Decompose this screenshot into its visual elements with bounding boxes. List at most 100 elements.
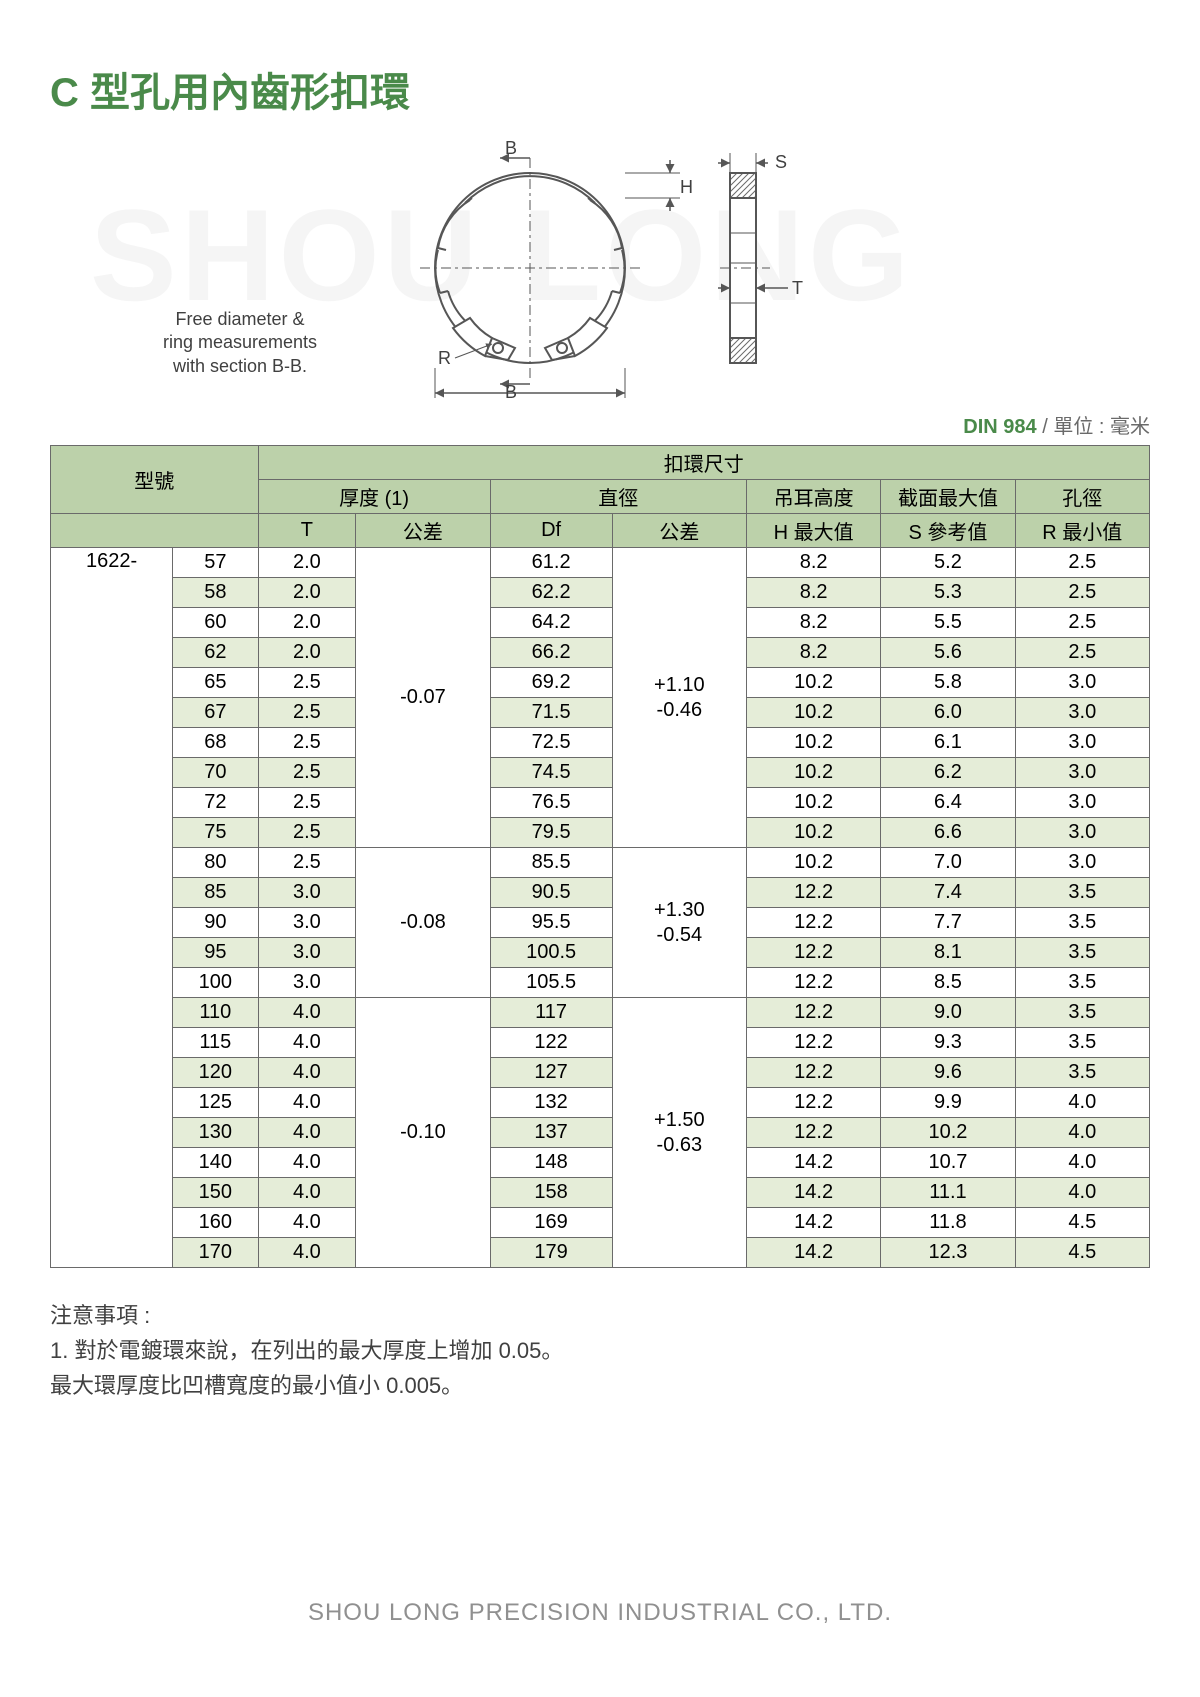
cell: 158: [490, 1178, 612, 1208]
cell: 64.2: [490, 608, 612, 638]
table-row: 1104.0-0.10117+1.50-0.6312.29.03.5: [51, 998, 1150, 1028]
cell: 132: [490, 1088, 612, 1118]
cell: 137: [490, 1118, 612, 1148]
lbl-S: S: [775, 152, 787, 172]
cell: 4.0: [1015, 1178, 1149, 1208]
cell: 4.0: [258, 1208, 356, 1238]
cell: 6.2: [881, 758, 1015, 788]
cell: 169: [490, 1208, 612, 1238]
cell: 8.2: [746, 578, 880, 608]
hdr-tol2: 公差: [612, 514, 746, 548]
cell: 3.5: [1015, 1028, 1149, 1058]
table-row: 652.569.210.25.83.0: [51, 668, 1150, 698]
cell: 3.5: [1015, 908, 1149, 938]
cell: 3.5: [1015, 938, 1149, 968]
caption-l2: ring measurements: [163, 332, 317, 352]
cell: 4.0: [258, 1178, 356, 1208]
cell: 90: [173, 908, 258, 938]
cell: 6.0: [881, 698, 1015, 728]
cell: +1.10-0.46: [612, 548, 746, 848]
cell: 8.5: [881, 968, 1015, 998]
table-row: 682.572.510.26.13.0: [51, 728, 1150, 758]
cell: 95: [173, 938, 258, 968]
cell: 9.0: [881, 998, 1015, 1028]
technical-diagram-area: Free diameter & ring measurements with s…: [50, 138, 1150, 398]
cell: 69.2: [490, 668, 612, 698]
table-row: 903.095.512.27.73.5: [51, 908, 1150, 938]
cell: 3.0: [258, 908, 356, 938]
hdr-R: R 最小值: [1015, 514, 1149, 548]
cell: 6.6: [881, 818, 1015, 848]
cell: 61.2: [490, 548, 612, 578]
cell: 4.0: [258, 1058, 356, 1088]
hdr-lugheight: 吊耳高度: [746, 480, 880, 514]
cell: 76.5: [490, 788, 612, 818]
cell: 12.2: [746, 878, 880, 908]
cell: 115: [173, 1028, 258, 1058]
cell: 6.4: [881, 788, 1015, 818]
cell: 4.0: [258, 998, 356, 1028]
cell: 14.2: [746, 1178, 880, 1208]
cell: 5.6: [881, 638, 1015, 668]
lbl-B-bot: B: [505, 382, 517, 398]
cell: 120: [173, 1058, 258, 1088]
cell: 2.5: [1015, 608, 1149, 638]
table-row: 702.574.510.26.23.0: [51, 758, 1150, 788]
page-title: C 型孔用內齒形扣環: [50, 60, 1150, 118]
table-row: 1304.013712.210.24.0: [51, 1118, 1150, 1148]
cell: 62: [173, 638, 258, 668]
table-row: 1003.0105.512.28.53.5: [51, 968, 1150, 998]
cell: -0.08: [356, 848, 490, 998]
cell: 4.0: [1015, 1088, 1149, 1118]
cell: 8.2: [746, 548, 880, 578]
cell: 2.5: [258, 668, 356, 698]
hdr-S: S 參考值: [881, 514, 1015, 548]
standard-unit: / 單位 : 毫米: [1037, 416, 1150, 438]
cell: 79.5: [490, 818, 612, 848]
cell: 14.2: [746, 1208, 880, 1238]
cell: 80: [173, 848, 258, 878]
cell: 2.5: [1015, 548, 1149, 578]
standard-code: DIN 984: [963, 416, 1036, 438]
table-row: 1154.012212.29.33.5: [51, 1028, 1150, 1058]
cell: 67: [173, 698, 258, 728]
cell: 2.5: [1015, 578, 1149, 608]
hdr-H: H 最大值: [746, 514, 880, 548]
lbl-H: H: [680, 177, 693, 197]
lbl-B-top: B: [505, 138, 517, 158]
cell: 7.0: [881, 848, 1015, 878]
cell: 160: [173, 1208, 258, 1238]
cell: 3.0: [258, 968, 356, 998]
table-row: 1704.017914.212.34.5: [51, 1238, 1150, 1268]
cell: 130: [173, 1118, 258, 1148]
cell: 10.7: [881, 1148, 1015, 1178]
cell: 57: [173, 548, 258, 578]
caption-l3: with section B-B.: [173, 356, 307, 376]
cell: 74.5: [490, 758, 612, 788]
footer-company: SHOU LONG PRECISION INDUSTRIAL CO., LTD.: [0, 1599, 1200, 1627]
cell: 4.0: [1015, 1118, 1149, 1148]
cell: 12.2: [746, 968, 880, 998]
hdr-Df: Df: [490, 514, 612, 548]
cell: 4.5: [1015, 1238, 1149, 1268]
cell: 2.0: [258, 608, 356, 638]
lbl-T: T: [792, 278, 803, 298]
caption-l1: Free diameter &: [175, 309, 304, 329]
table-row: 802.5-0.0885.5+1.30-0.5410.27.03.0: [51, 848, 1150, 878]
cell: 4.0: [1015, 1148, 1149, 1178]
cell: 14.2: [746, 1238, 880, 1268]
cell: 11.1: [881, 1178, 1015, 1208]
cell: 10.2: [746, 788, 880, 818]
diagram-caption: Free diameter & ring measurements with s…: [140, 308, 340, 378]
cell: 4.0: [258, 1148, 356, 1178]
table-row: 1504.015814.211.14.0: [51, 1178, 1150, 1208]
cell: 10.2: [746, 818, 880, 848]
cell: 65: [173, 668, 258, 698]
cell: 85.5: [490, 848, 612, 878]
cell: 3.5: [1015, 998, 1149, 1028]
cell: 2.5: [258, 728, 356, 758]
hdr-T: T: [258, 514, 356, 548]
cell: 5.5: [881, 608, 1015, 638]
cell: 4.0: [258, 1088, 356, 1118]
cell: 60: [173, 608, 258, 638]
